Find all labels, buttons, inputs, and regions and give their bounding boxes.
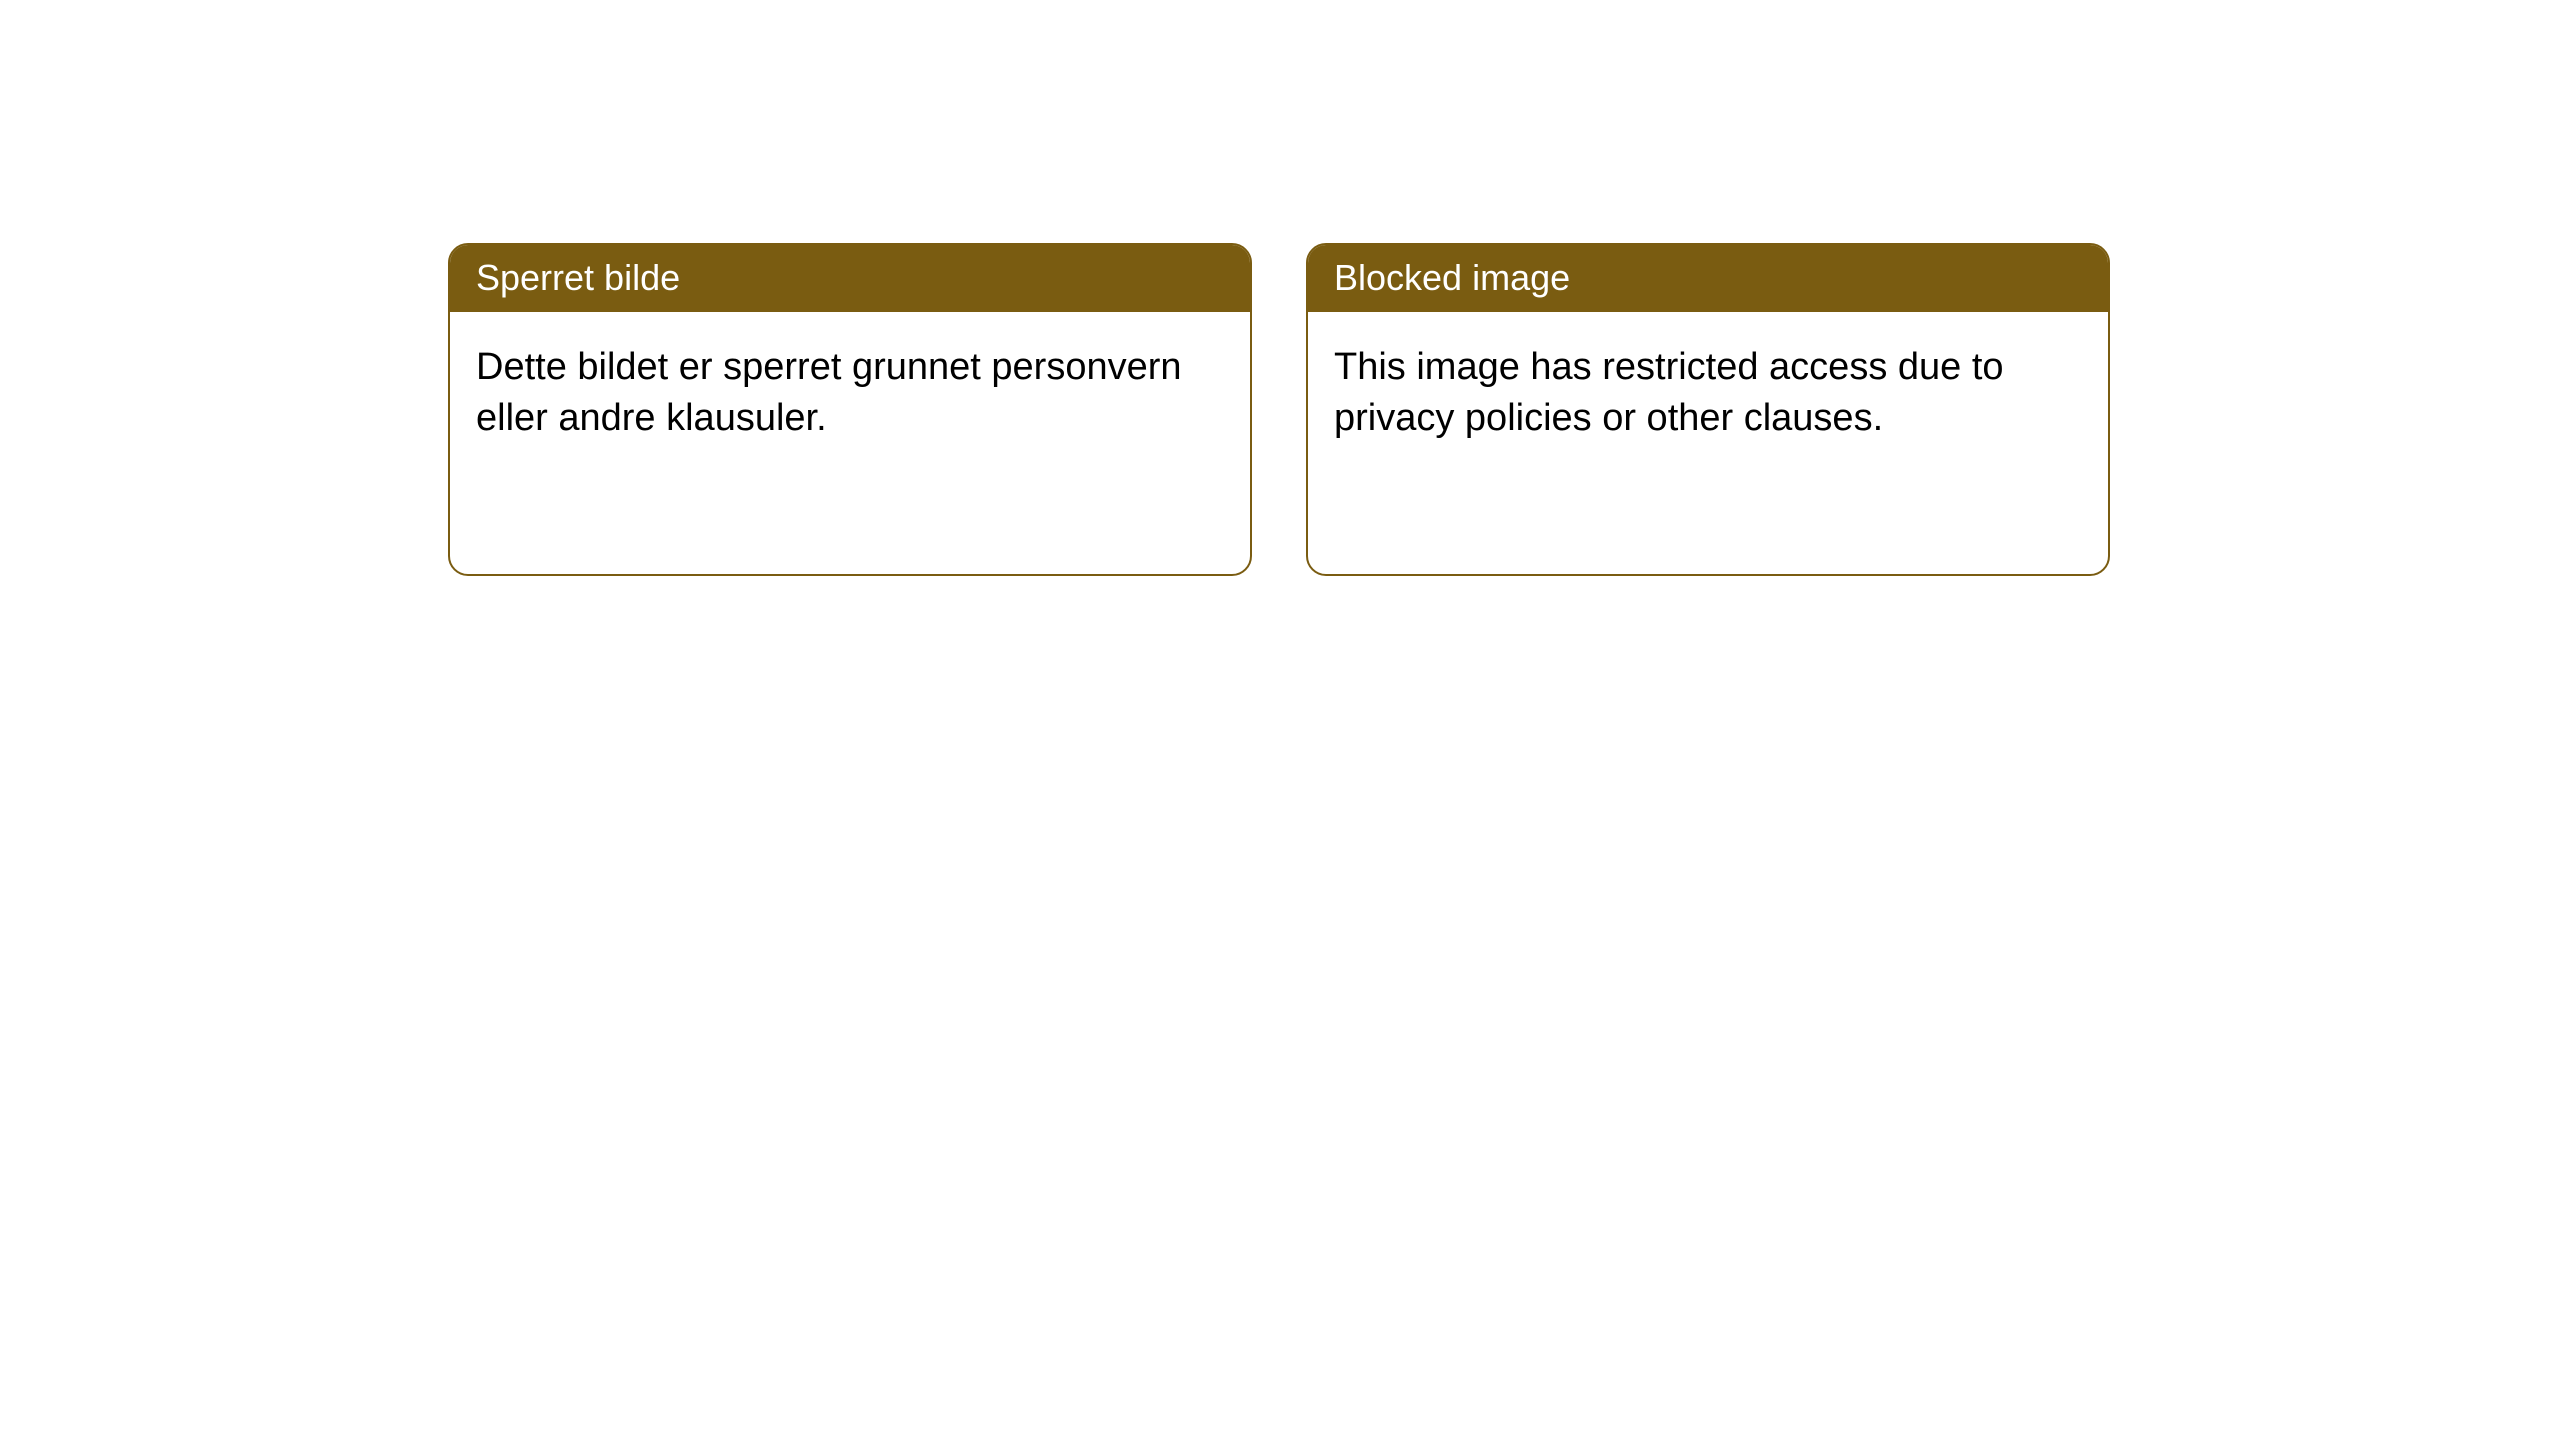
notice-header: Blocked image <box>1308 245 2108 312</box>
notice-body-text: Dette bildet er sperret grunnet personve… <box>476 346 1182 439</box>
notice-body: This image has restricted access due to … <box>1308 312 2108 475</box>
notice-title: Sperret bilde <box>476 257 680 298</box>
notice-body-text: This image has restricted access due to … <box>1334 346 2004 439</box>
notice-container: Sperret bilde Dette bildet er sperret gr… <box>448 243 2110 576</box>
notice-title: Blocked image <box>1334 257 1570 298</box>
notice-box-norwegian: Sperret bilde Dette bildet er sperret gr… <box>448 243 1252 576</box>
notice-box-english: Blocked image This image has restricted … <box>1306 243 2110 576</box>
notice-header: Sperret bilde <box>450 245 1250 312</box>
notice-body: Dette bildet er sperret grunnet personve… <box>450 312 1250 475</box>
